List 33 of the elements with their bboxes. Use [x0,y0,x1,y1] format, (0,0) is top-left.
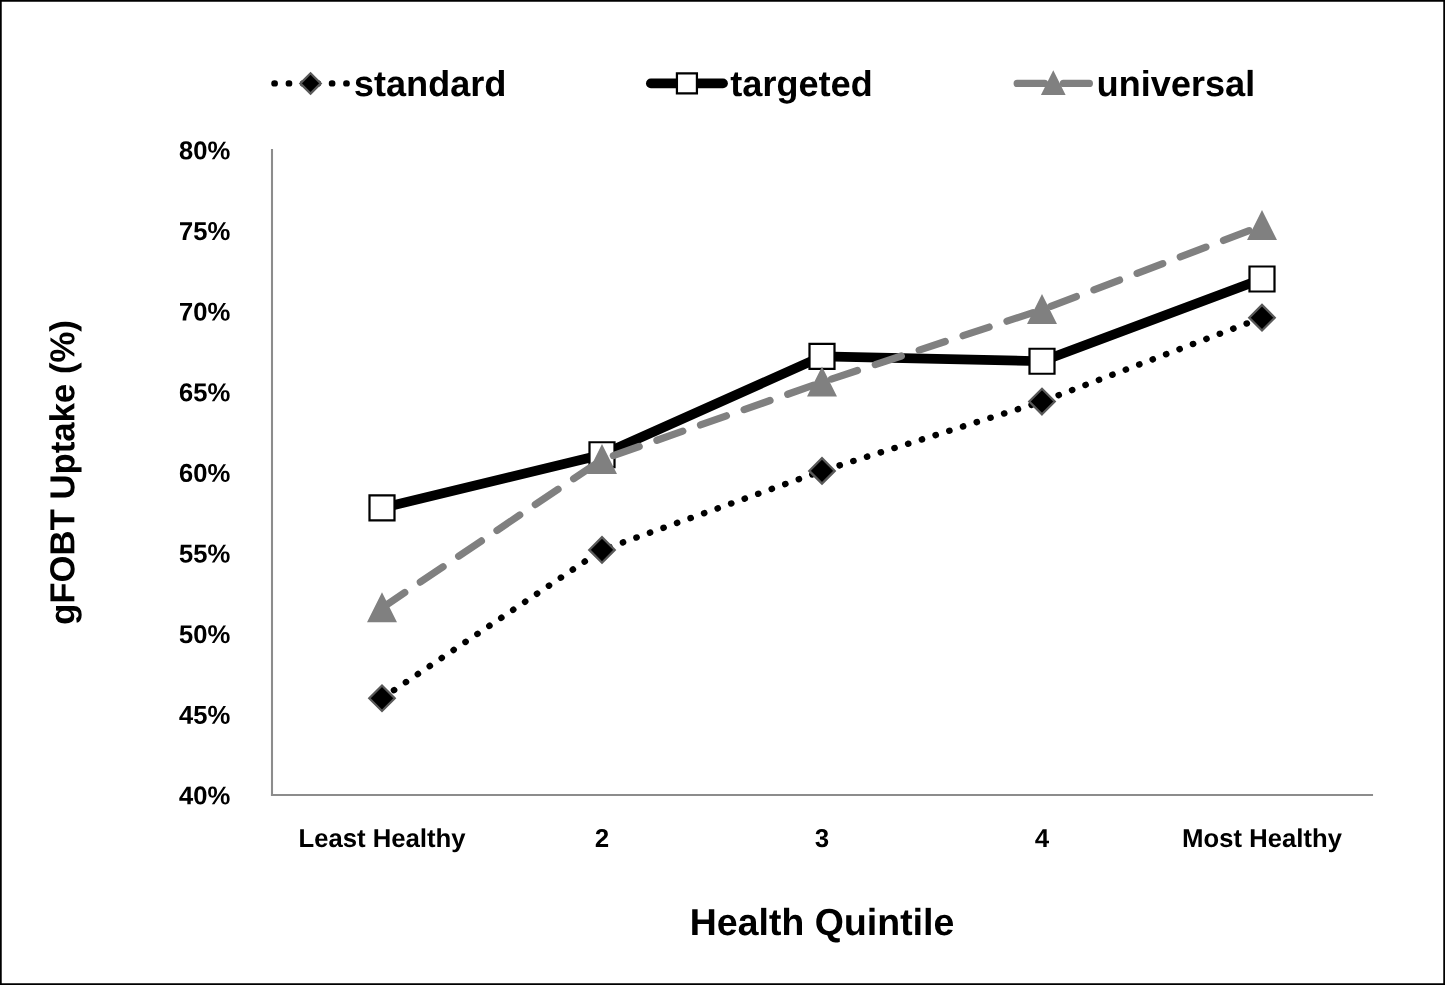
point [1027,295,1057,324]
point [588,536,616,564]
x-tick-label: 2 [595,829,609,847]
point [1247,211,1277,241]
y-tick-label: 60% [179,463,230,483]
y-axis-title: gFOBT Uptake (%) [49,321,82,624]
point [368,684,396,713]
x-tick-label: Least Healthy [300,828,466,853]
x-tick-label: 3 [815,829,829,848]
y-tick-label: 70% [180,302,230,321]
y-tick-label: 80% [179,141,230,160]
y-tick-label: 75% [180,222,230,241]
y-tick-label: 55% [179,544,230,563]
legend-label: standard [355,69,505,97]
point [1248,265,1276,293]
legend-label: targeted [730,69,871,104]
legend-label: universal [1098,69,1253,97]
point [808,342,836,371]
x-tick-label: Most Healthy [1183,828,1342,853]
y-tick-label: 45% [179,705,230,724]
x-axis-title: Health Quintile [692,907,954,943]
point [1248,303,1276,332]
point [808,457,836,485]
point [1028,387,1056,416]
y-tick-label: 65% [179,383,230,402]
x-tick-label: 4 [1035,829,1050,847]
point [367,593,397,623]
point [1028,347,1056,375]
y-tick-label: 50% [179,625,230,644]
point [368,494,396,522]
point [587,445,617,474]
y-tick-label: 40% [179,786,230,805]
point [807,367,837,397]
